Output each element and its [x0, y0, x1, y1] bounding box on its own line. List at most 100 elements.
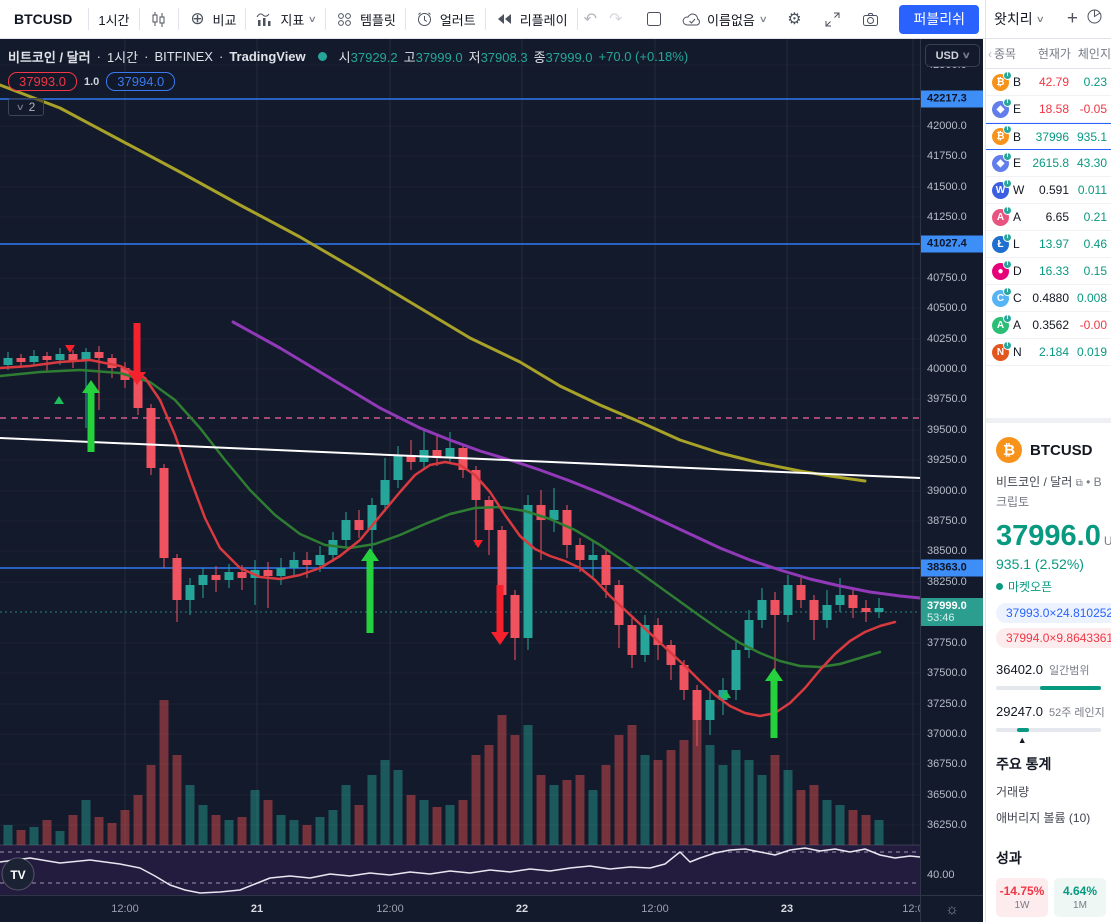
- candle-body: [341, 520, 351, 540]
- volume-bar: [16, 830, 26, 845]
- volume-bar: [107, 823, 117, 845]
- watchlist-row[interactable]: W T W 0.591 0.011: [986, 177, 1111, 204]
- publish-button[interactable]: 퍼블리쉬: [899, 4, 979, 34]
- performance-heading: 성과: [996, 850, 1022, 866]
- interval-button[interactable]: 1시간: [98, 12, 130, 28]
- indicators-collapse-button[interactable]: ∨ 2: [8, 98, 45, 116]
- ohlc-open: 시37929.2: [338, 50, 398, 65]
- watchlist-row[interactable]: ◆ T E 2615.8 43.30: [986, 150, 1111, 177]
- watchlist-row[interactable]: C T C 0.4880 0.008: [986, 285, 1111, 312]
- detail-description[interactable]: 비트코인 / 달러 ⧉ • B: [996, 475, 1102, 489]
- detail-symbol[interactable]: BTCUSD: [1030, 441, 1093, 459]
- row-change: 0.21: [1083, 210, 1108, 224]
- down-arrow-drawing: [491, 632, 509, 645]
- price-axis[interactable]: USD∨ 42500.042000.041750.041500.041250.0…: [920, 39, 983, 895]
- alert-price-label[interactable]: 38363.0: [921, 559, 983, 577]
- session-settings-icon: ☼: [945, 900, 959, 918]
- chart-type-button[interactable]: [140, 5, 178, 33]
- alert-price-label[interactable]: 42217.3: [921, 90, 983, 108]
- pie-chart-icon[interactable]: [1086, 8, 1103, 30]
- main-toolbar: BTCUSD 1시간 ⊕ 비교 지표 ∨ 템플릿: [0, 0, 985, 39]
- candle-body: [29, 356, 39, 362]
- section-divider: [986, 418, 1111, 423]
- watchlist-row[interactable]: A T A 6.65 0.21: [986, 204, 1111, 231]
- replay-button[interactable]: 리플레이: [486, 5, 577, 33]
- market-open-dot: [996, 583, 1003, 590]
- candle-body: [94, 352, 104, 358]
- week52-range-bar: ▲: [996, 728, 1101, 745]
- indicators-button[interactable]: 지표 ∨: [246, 5, 325, 33]
- price-tick: 37250.0: [927, 698, 967, 710]
- volume-bar: [302, 825, 312, 845]
- add-symbol-button[interactable]: +: [1066, 8, 1078, 29]
- row-change: -0.05: [1079, 102, 1108, 116]
- watchlist-title-dropdown[interactable]: 왓치리∨: [994, 9, 1043, 29]
- volume-bar: [692, 705, 702, 845]
- layout-select-button[interactable]: [635, 5, 673, 33]
- collapse-panel-icon[interactable]: ‹: [988, 46, 992, 61]
- watchlist-row[interactable]: ₿ T B 37996 935.1: [986, 123, 1111, 150]
- candle-body: [289, 560, 299, 568]
- time-axis[interactable]: 12:00 21 12:00 22 12:00 23 12:0: [0, 895, 924, 922]
- down-arrow-drawing: [128, 372, 146, 385]
- volume-bar: [367, 775, 377, 845]
- coin-icon: ● T: [992, 259, 1012, 280]
- candle-body: [757, 600, 767, 620]
- price-tick: 36750.0: [927, 758, 967, 770]
- redo-button[interactable]: ↷: [608, 11, 623, 28]
- watchlist-row[interactable]: A T A 0.3562 -0.00: [986, 312, 1111, 339]
- bid-price-box[interactable]: 37993.0: [8, 72, 77, 91]
- watchlist-row[interactable]: N T N 2.184 0.019: [986, 339, 1111, 366]
- volume-bar: [458, 800, 468, 845]
- candle-body: [471, 470, 481, 500]
- key-stats-heading: 주요 통계: [996, 756, 1052, 772]
- watchlist-row[interactable]: ◆ T E 18.58 -0.05: [986, 96, 1111, 123]
- alert-button[interactable]: 얼러트: [406, 5, 485, 33]
- watchlist-row[interactable]: ● T D 16.33 0.15: [986, 258, 1111, 285]
- alert-price-label[interactable]: 41027.4: [921, 235, 983, 253]
- bid-ask-row: 37993.0 1.0 37994.0: [8, 72, 176, 91]
- coin-icon: ◆ T: [992, 151, 1012, 172]
- time-tick: 12:00: [111, 903, 139, 915]
- detail-market-type: 크립토: [996, 495, 1030, 509]
- candle-body: [16, 358, 26, 362]
- price-tick: 37000.0: [927, 728, 967, 740]
- candle-body: [627, 625, 637, 655]
- symbol-button[interactable]: BTCUSD: [14, 11, 73, 27]
- volume-bar: [575, 775, 585, 845]
- volume-bar: [29, 827, 39, 845]
- watchlist-row[interactable]: Ł T L 13.97 0.46: [986, 231, 1111, 258]
- compare-button[interactable]: ⊕ 비교: [179, 5, 246, 33]
- toolbar-divider: [138, 8, 140, 30]
- watchlist-column-headers[interactable]: ‹ 종목 현재가 체인지: [986, 39, 1111, 69]
- toolbar-divider: [576, 8, 578, 30]
- price-tick: 42000.0: [927, 120, 967, 132]
- price-tick: 37500.0: [927, 667, 967, 679]
- row-price: 2.184: [1039, 345, 1070, 359]
- currency-toggle-button[interactable]: USD ∨: [925, 44, 980, 67]
- toolbar-divider: [245, 8, 247, 30]
- volume-bar: [211, 815, 221, 845]
- candle-body: [874, 608, 884, 612]
- row-symbol: A: [1013, 318, 1022, 332]
- templates-button[interactable]: 템플릿: [326, 5, 405, 33]
- legend-symbol[interactable]: 비트코인 / 달러: [8, 50, 91, 65]
- chart-pane[interactable]: TV 비트코인 / 달러 · 1시간 · BITFINEX · TradingV…: [0, 39, 920, 895]
- cloud-save-button[interactable]: 이름없음 ∨: [673, 5, 775, 33]
- ask-price-box[interactable]: 37994.0: [106, 72, 176, 91]
- volume-bar: [497, 715, 507, 845]
- volume-bar: [55, 831, 65, 845]
- volume-bar: [94, 817, 104, 845]
- legend-interval[interactable]: 1시간: [106, 50, 139, 65]
- row-symbol: E: [1013, 156, 1022, 170]
- timezone-settings-corner[interactable]: ☼: [920, 895, 983, 922]
- watchlist-row[interactable]: ₿ T B 42.79 0.23: [986, 69, 1111, 96]
- snapshot-button[interactable]: [851, 5, 889, 33]
- undo-button[interactable]: ↶: [583, 11, 597, 28]
- fullscreen-button[interactable]: [813, 5, 851, 33]
- candle-body: [107, 358, 117, 368]
- price-chart-canvas[interactable]: TV: [0, 39, 920, 895]
- external-link-icon[interactable]: ⧉: [1075, 478, 1083, 489]
- settings-button[interactable]: ⚙: [775, 5, 813, 33]
